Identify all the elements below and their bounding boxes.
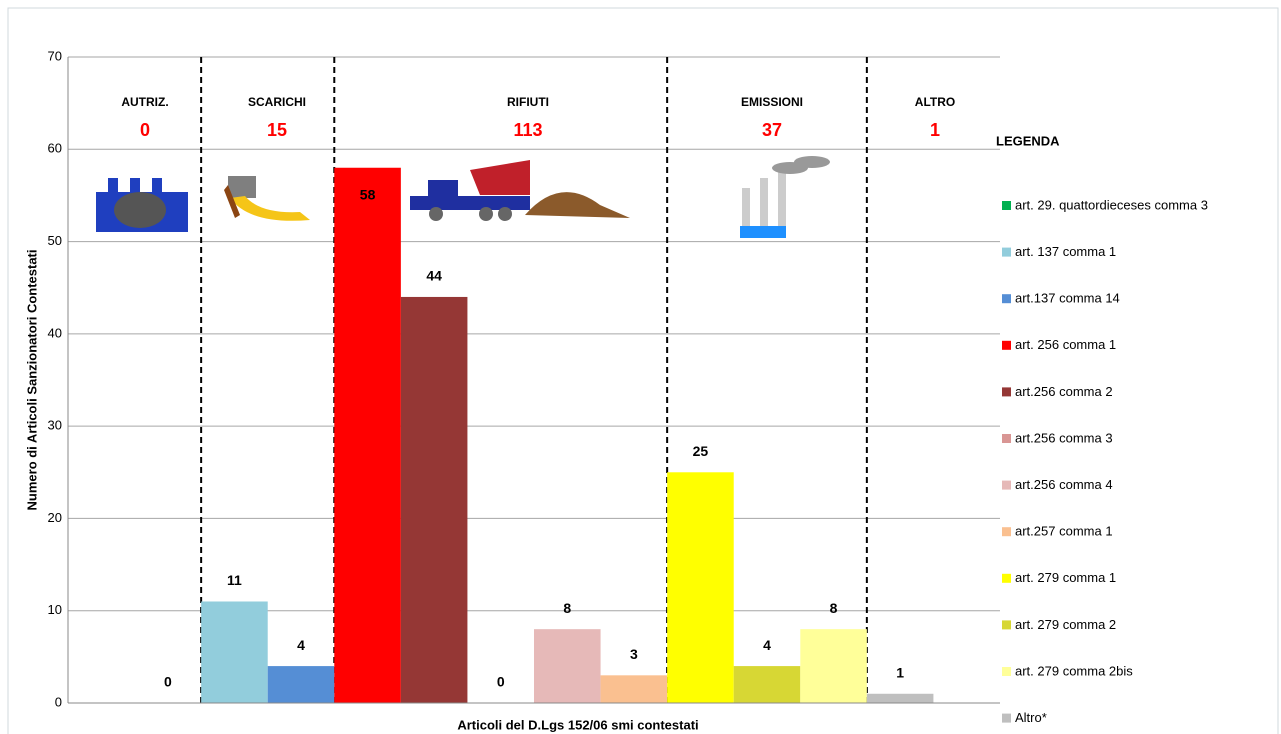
legend-swatch: [1002, 340, 1011, 350]
data-label: 8: [830, 600, 838, 616]
y-tick-label: 20: [48, 510, 62, 525]
legend-swatch: [1002, 387, 1011, 397]
bar: [800, 629, 867, 703]
legend-label: art. 279 comma 2bis: [1015, 663, 1133, 678]
data-label: 1: [896, 664, 904, 680]
icon-discharge: [224, 176, 310, 221]
bar: [733, 666, 801, 703]
group-total: 0: [140, 120, 150, 140]
legend-swatch: [1002, 201, 1011, 210]
legend-swatch: [1002, 527, 1011, 537]
data-label: 0: [497, 674, 505, 690]
legend-label: art.256 comma 2: [1015, 384, 1113, 399]
group-label: RIFIUTI: [507, 95, 549, 109]
bar: [866, 693, 934, 703]
data-label: 3: [630, 646, 638, 662]
group-label: SCARICHI: [248, 95, 306, 109]
legend-swatch: [1002, 573, 1011, 583]
y-tick-label: 30: [48, 418, 62, 433]
legend-swatch: [1002, 434, 1011, 443]
data-label: 44: [426, 268, 442, 284]
legend-label: art. 279 comma 2: [1015, 617, 1116, 632]
legend-swatch: [1002, 480, 1011, 490]
y-tick-label: 50: [48, 233, 62, 248]
x-axis-label: Articoli del D.Lgs 152/06 smi contestati: [457, 717, 698, 732]
icon-factory: [96, 178, 188, 232]
bar: [600, 675, 668, 703]
legend-swatch: [1002, 247, 1011, 257]
legend-label: art.256 comma 3: [1015, 430, 1113, 445]
data-label: 25: [693, 443, 709, 459]
y-tick-label: 40: [48, 325, 62, 340]
legend-label: art. 137 comma 1: [1015, 244, 1116, 259]
legend-swatch: [1002, 667, 1011, 676]
y-tick-label: 70: [48, 48, 62, 63]
group-label: AUTRIZ.: [121, 95, 168, 109]
legend-label: art. 256 comma 1: [1015, 337, 1116, 352]
legend-label: art. 29. quattordieceses comma 3: [1015, 197, 1208, 212]
icon-chimneys: [740, 156, 830, 238]
legend-label: art.257 comma 1: [1015, 524, 1113, 539]
data-label: 4: [763, 637, 771, 653]
frame: [7, 7, 1279, 734]
data-label: 0: [164, 674, 172, 690]
y-tick-label: 10: [48, 602, 62, 617]
y-tick-label: 60: [48, 141, 62, 156]
bar: [667, 472, 734, 703]
group-total: 113: [513, 120, 542, 140]
bar: [400, 296, 468, 703]
bar: [334, 167, 401, 703]
data-label: 8: [563, 600, 571, 616]
y-tick-label: 0: [55, 694, 62, 709]
legend-swatch: [1002, 294, 1011, 304]
data-label: 58: [360, 186, 376, 202]
legend-swatch: [1002, 713, 1011, 723]
group-total: 1: [930, 120, 940, 140]
group-total: 37: [762, 120, 782, 140]
legend-label: art.137 comma 14: [1015, 291, 1120, 306]
group-label: ALTRO: [915, 95, 955, 109]
legend-swatch: [1002, 620, 1011, 630]
group-total: 15: [267, 120, 287, 140]
icon-truck: [410, 160, 630, 221]
legend-label: art.256 comma 4: [1015, 477, 1113, 492]
data-label: 11: [227, 572, 242, 588]
bar: [201, 601, 268, 703]
y-axis-label: Numero di Articoli Sanzionatori Contesta…: [24, 250, 39, 511]
group-label: EMISSIONI: [741, 95, 803, 109]
data-label: 4: [297, 637, 305, 653]
legend-label: Altro*: [1015, 710, 1047, 725]
bar: [534, 629, 601, 703]
bar: [267, 666, 335, 703]
legend-label: art. 279 comma 1: [1015, 570, 1116, 585]
legend-title: LEGENDA: [996, 133, 1060, 148]
